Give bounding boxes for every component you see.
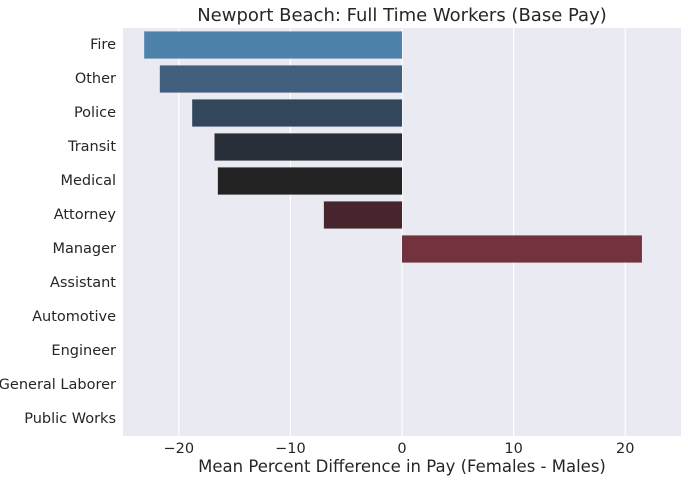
category-label: Engineer — [51, 343, 116, 359]
x-tick-label: 0 — [397, 441, 406, 457]
chart-title: Newport Beach: Full Time Workers (Base P… — [197, 5, 607, 26]
bars — [144, 31, 642, 263]
x-tick-labels: −20 −10 0 10 20 — [163, 441, 634, 457]
x-tick-label: −20 — [163, 441, 194, 457]
bar — [144, 31, 403, 59]
bar — [402, 235, 642, 263]
category-label: Other — [75, 71, 116, 87]
category-label: Medical — [60, 173, 116, 189]
category-label: Attorney — [54, 207, 117, 223]
grid-lines — [178, 28, 626, 436]
bar — [192, 99, 402, 127]
x-tick-label: −10 — [275, 441, 306, 457]
category-label: Automotive — [32, 309, 116, 325]
category-label: Transit — [67, 139, 116, 155]
bar — [214, 133, 402, 161]
bar — [217, 167, 402, 195]
bar — [323, 201, 402, 229]
category-label: Assistant — [50, 275, 116, 291]
category-labels: Fire Other Police Transit Medical Attorney Man… — [0, 37, 116, 427]
category-label: General Laborer — [0, 377, 116, 393]
category-label: Fire — [90, 37, 116, 53]
category-label: Police — [74, 105, 116, 121]
x-tick-label: 10 — [504, 441, 522, 457]
bar — [159, 65, 402, 93]
x-axis-label: Mean Percent Difference in Pay (Females … — [198, 457, 606, 476]
category-label: Manager — [52, 241, 116, 257]
x-tick-label: 20 — [616, 441, 634, 457]
category-label: Public Works — [24, 411, 116, 427]
